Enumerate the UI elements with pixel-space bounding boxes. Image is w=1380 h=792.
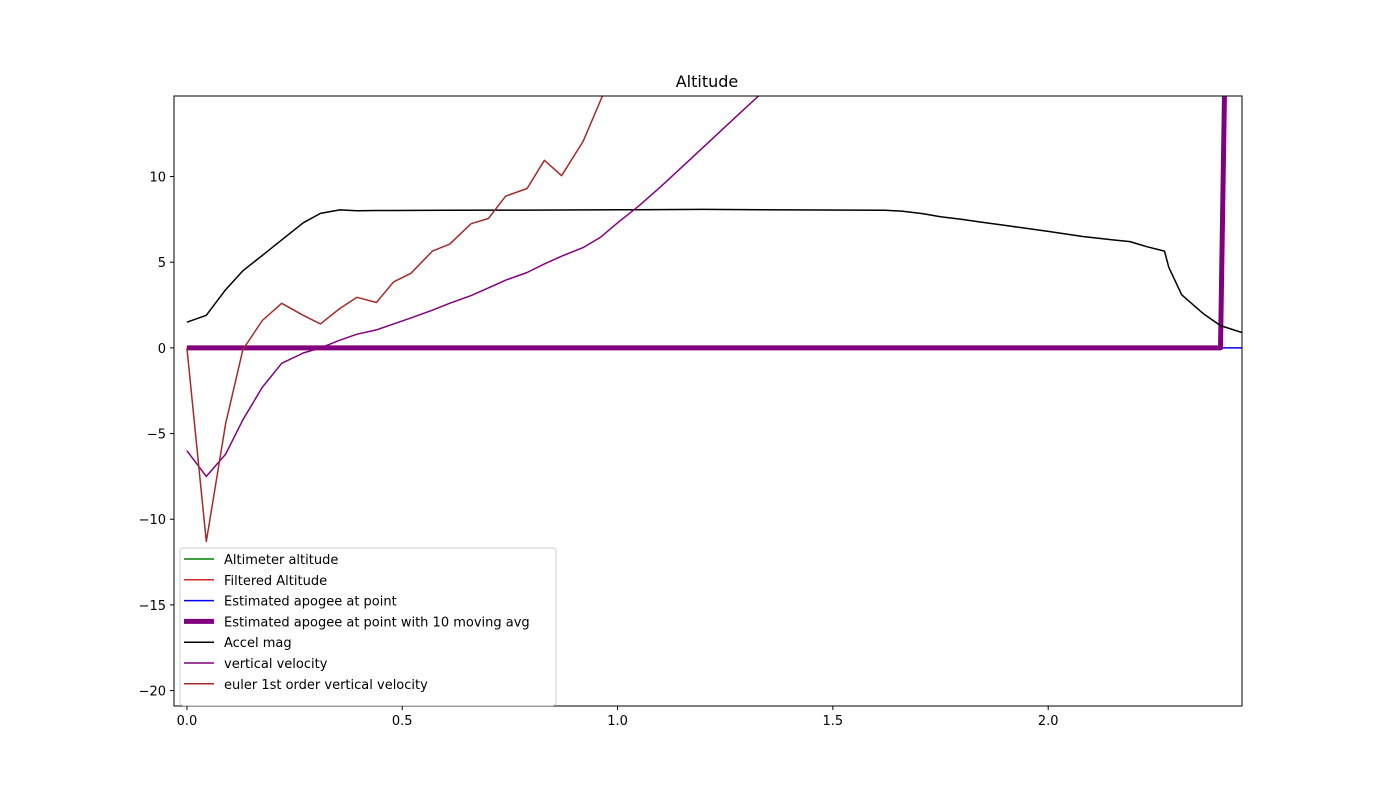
legend-entry-label: Accel mag xyxy=(224,636,292,651)
series-line-accel-mag xyxy=(186,208,1242,334)
y-axis: 10 5 0 −5 −10 −15 −20 xyxy=(139,171,174,700)
chart-title: Altitude xyxy=(676,72,739,91)
series-line-estimated-apogee-at-point-with-10-moving-avg xyxy=(186,96,1227,351)
series-line-vertical-velocity xyxy=(186,96,760,478)
x-tick-label: 0.0 xyxy=(177,714,198,729)
y-tick-label: −5 xyxy=(147,428,166,443)
y-tick-label: 10 xyxy=(149,171,166,186)
y-tick-label: −20 xyxy=(139,685,166,700)
legend-box xyxy=(179,547,557,707)
legend-entry-label: euler 1st order vertical velocity xyxy=(224,678,428,693)
legend-entry-label: Estimated apogee at point with 10 moving… xyxy=(224,615,530,630)
x-tick-label: 0.5 xyxy=(392,714,413,729)
x-tick-label: 1.0 xyxy=(607,714,628,729)
y-tick-label: −10 xyxy=(139,513,166,528)
x-axis: 0.0 0.5 1.0 1.5 2.0 xyxy=(177,706,1059,729)
legend-entry-label: Filtered Altitude xyxy=(224,574,327,589)
series-line-euler-1st-order-vertical-velocity xyxy=(186,96,604,543)
legend-entry-label: Estimated apogee at point xyxy=(224,595,397,610)
y-tick-label: 0 xyxy=(158,342,166,357)
plot-frame xyxy=(173,95,1243,707)
legend: Altimeter altitude Filtered Altitude Estim… xyxy=(179,547,557,707)
legend-entry-label: Altimeter altitude xyxy=(224,553,338,568)
y-tick-label: −15 xyxy=(139,599,166,614)
legend-entry-label: vertical velocity xyxy=(224,657,328,672)
y-tick-label: 5 xyxy=(158,256,166,271)
series-layer xyxy=(186,96,1242,543)
x-tick-label: 2.0 xyxy=(1038,714,1059,729)
x-tick-label: 1.5 xyxy=(823,714,844,729)
